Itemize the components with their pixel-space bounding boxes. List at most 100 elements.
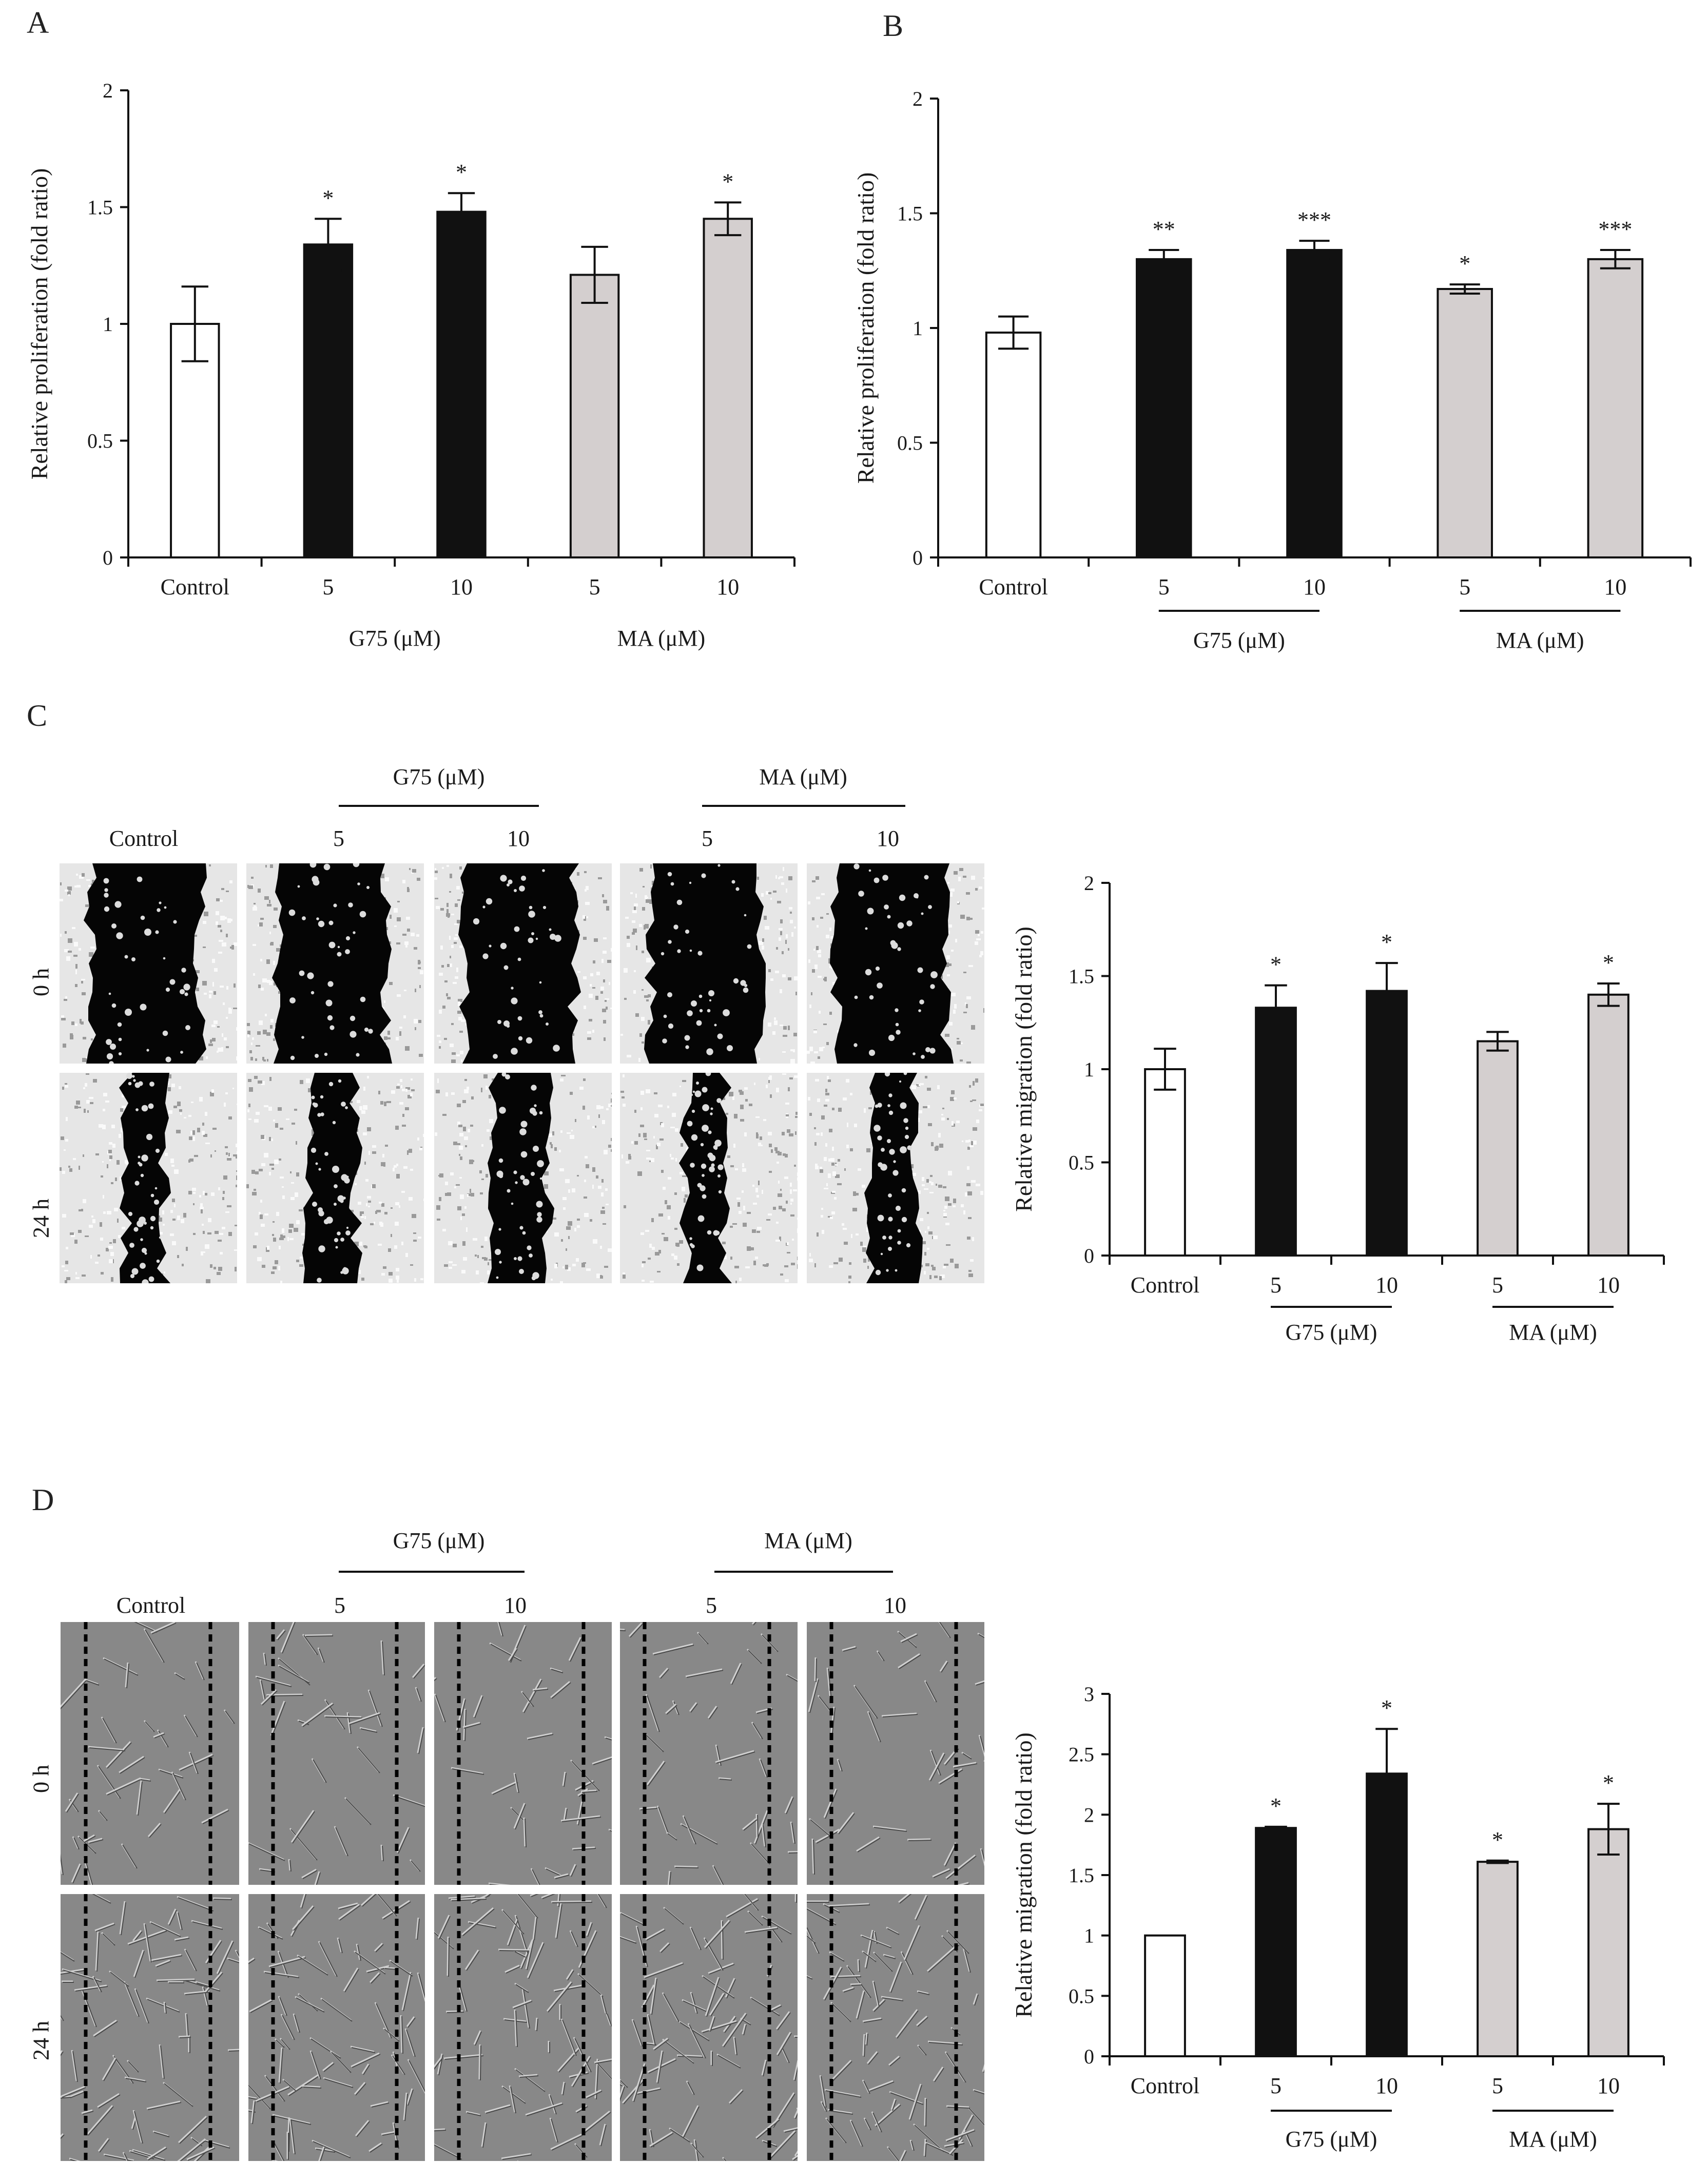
micrograph-cell (60, 1073, 237, 1283)
category-label: Control (979, 574, 1047, 600)
y-tick-label: 1.5 (1069, 1864, 1094, 1887)
row-label-24h: 24 h (28, 2021, 54, 2060)
significance-label: * (1270, 952, 1282, 977)
y-tick-label: 1 (913, 317, 923, 340)
y-tick-label: 0.5 (897, 432, 923, 455)
category-label: 5 (589, 574, 600, 600)
group-line-ma (702, 805, 905, 807)
bar (1366, 990, 1408, 1257)
col-header-control: Control (109, 826, 179, 851)
row-label-0h: 0 h (28, 968, 54, 996)
bar (1136, 258, 1192, 558)
col-header-ma-10: 10 (877, 826, 899, 851)
category-label: 10 (1375, 2073, 1398, 2098)
col-header-g75-5: 5 (333, 826, 344, 851)
group-header-ma: MA (μM) (764, 1528, 852, 1553)
y-tick-label: 3 (1084, 1683, 1094, 1706)
bar (1255, 1007, 1297, 1257)
bar (170, 323, 220, 558)
y-tick-label: 2 (103, 79, 113, 102)
significance-label: *** (1598, 217, 1632, 242)
micrograph-cell (61, 1894, 239, 2161)
group-label: MA (μM) (1496, 628, 1584, 653)
bar (1587, 993, 1629, 1257)
significance-label: * (722, 169, 733, 194)
significance-label: * (1381, 930, 1392, 955)
micrograph-cell (807, 1073, 984, 1283)
bar (436, 210, 487, 559)
y-tick-label: 0 (1084, 2045, 1094, 2068)
y-tick-label: 1.5 (87, 196, 113, 219)
panel-letter-d: D (32, 1483, 54, 1517)
panel-letter-a: A (27, 6, 49, 40)
category-label: 5 (1158, 574, 1170, 600)
bar (1477, 1861, 1519, 2057)
significance-label: * (322, 185, 334, 210)
col-header-g75-5: 5 (334, 1593, 345, 1618)
micrograph-cell (248, 1894, 425, 2161)
y-tick-label: 0 (103, 546, 113, 569)
row-label-24h: 24 h (28, 1199, 54, 1238)
category-label: 10 (1604, 574, 1626, 600)
significance-label: * (1270, 1793, 1282, 1819)
category-label: 5 (1270, 2073, 1282, 2098)
micrograph-cell (620, 1894, 798, 2161)
significance-label: * (1603, 1770, 1614, 1796)
chart-a: 0 0.5 1 1.5 2 Relative proliferation (fold ra… (26, 79, 795, 651)
y-tick-label: 2 (913, 87, 923, 110)
micrograph-cell (434, 863, 612, 1064)
group-header-g75: G75 (μM) (393, 764, 485, 789)
col-header-control: Control (116, 1593, 186, 1618)
micrograph-cell (246, 863, 424, 1064)
significance-label: * (1381, 1695, 1392, 1721)
micrograph-cell (620, 863, 798, 1064)
group-header-ma: MA (μM) (759, 764, 847, 789)
y-tick-label: 2 (1084, 1803, 1094, 1826)
bar (1144, 1934, 1186, 2058)
group-label: G75 (μM) (1286, 1320, 1377, 1345)
y-tick-label: 0 (1084, 1244, 1094, 1267)
bar (1255, 1827, 1297, 2057)
y-tick-label: 0 (913, 546, 923, 569)
chart-b: 0 0.5 1 1.5 2 Relative proliferation (fold ra… (852, 87, 1692, 653)
y-tick-label: 2 (1084, 872, 1094, 895)
category-label: 10 (1303, 574, 1326, 600)
scratch-assay-grid-c: G75 (μM) MA (μM) Control 5 10 5 10 0 h 2… (0, 739, 996, 1345)
y-axis-label: Relative migration (fold ratio) (1011, 1732, 1037, 2018)
y-tick-label: 0.5 (1069, 1151, 1094, 1174)
category-label: 5 (1270, 1272, 1282, 1298)
category-label: 10 (716, 574, 739, 600)
group-label: G75 (μM) (1286, 2127, 1377, 2152)
y-axis-label: Relative proliferation (fold ratio) (852, 172, 879, 484)
y-tick-label: 1 (103, 313, 113, 336)
category-label: 5 (322, 574, 334, 600)
significance-label: * (1492, 1827, 1503, 1852)
panel-letter-c: C (27, 699, 48, 732)
bar (1286, 249, 1343, 558)
y-tick-label: 2.5 (1069, 1743, 1094, 1766)
category-label: Control (1131, 2073, 1199, 2098)
bar (985, 331, 1042, 558)
y-tick-label: 1.5 (1069, 965, 1094, 988)
y-axis-label: Relative migration (fold ratio) (1011, 927, 1037, 1212)
group-label: MA (μM) (1509, 1320, 1597, 1345)
category-label: Control (161, 574, 229, 600)
col-header-ma-5: 5 (702, 826, 713, 851)
bar (1587, 1828, 1629, 2057)
micrograph-cell (620, 1073, 798, 1283)
significance-label: * (456, 160, 467, 185)
group-label: MA (μM) (1509, 2127, 1597, 2152)
group-line-g75 (339, 805, 539, 807)
col-header-ma-10: 10 (884, 1593, 906, 1618)
micrograph-cell (61, 1622, 239, 1885)
micrograph-cell (807, 1894, 984, 2161)
category-label: 5 (1492, 2073, 1503, 2098)
significance-label: * (1603, 950, 1614, 975)
bar (303, 243, 354, 558)
category-label: 10 (1375, 1272, 1398, 1298)
chart-c: 0 0.5 1 1.5 2 Relative migration (fold ratio)… (1011, 872, 1665, 1345)
col-header-g75-10: 10 (504, 1593, 527, 1618)
group-label: G75 (μM) (349, 626, 441, 651)
y-tick-label: 1 (1084, 1924, 1094, 1947)
col-header-g75-10: 10 (507, 826, 530, 851)
